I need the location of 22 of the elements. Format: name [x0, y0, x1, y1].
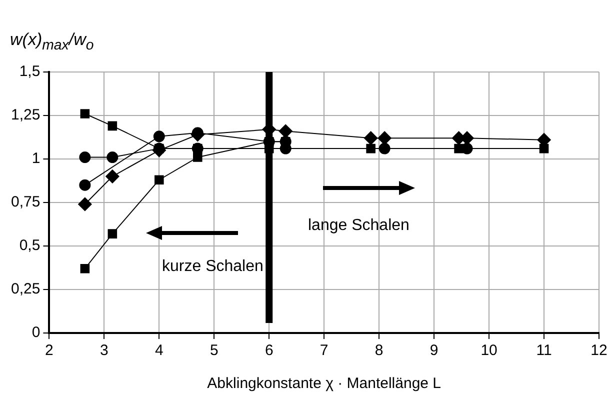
x-axis-title: Abklingkonstante χ · Mantellänge L [207, 375, 442, 392]
annotation: lange Schalen [308, 217, 410, 235]
x-tick-label: 12 [590, 342, 608, 360]
y-tick-label: 0,5 [19, 237, 40, 254]
y-tick-label: 1,25 [10, 106, 40, 124]
x-tick-label: 6 [264, 342, 274, 360]
y-axis-title: w(x)$_{max}$/w$_{o}$ [10, 30, 94, 54]
y-tick-label: 0,75 [10, 194, 40, 211]
x-tick-label: 8 [374, 342, 384, 360]
y-tick-label: 1,5 [19, 63, 40, 80]
x-tick-label: 11 [536, 342, 552, 360]
y-tick-label: 0 [32, 324, 40, 342]
y-tick-label: 1 [32, 150, 40, 168]
x-tick-label: 5 [210, 342, 218, 360]
annotation: kurze Schalen [162, 258, 264, 276]
x-tick-label: 9 [430, 342, 438, 360]
x-tick-label: 3 [100, 342, 108, 360]
y-tick-label: 0,25 [10, 280, 40, 298]
x-tick-label: 2 [45, 342, 54, 360]
x-tick-label: 7 [320, 342, 328, 360]
x-tick-label: 10 [480, 342, 498, 360]
x-tick-label: 4 [154, 342, 164, 360]
